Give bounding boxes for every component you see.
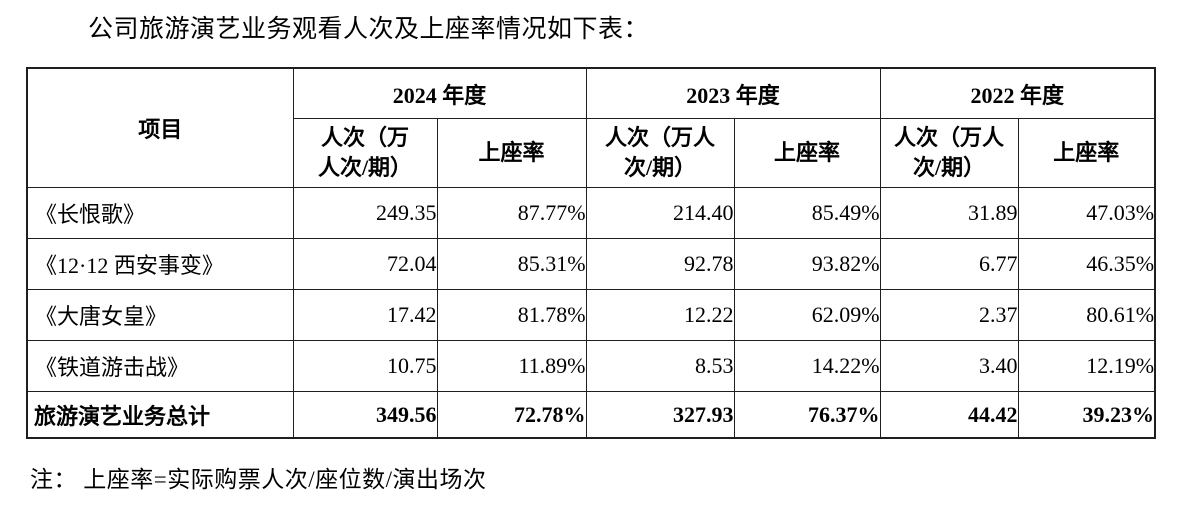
table-year-header-row: 项目 2024 年度 2023 年度 2022 年度 — [26, 67, 1156, 188]
row-label: 《大唐女皇》 — [26, 289, 294, 341]
visitors-header-2023: 人次（万人 次/期） — [585, 118, 735, 188]
cell-value: 72.04 — [292, 238, 438, 290]
footnote: 注： 上座率=实际购票人次/座位数/演出场次 — [30, 467, 487, 492]
cell-value: 214.40 — [585, 187, 735, 239]
visitors-header-2024: 人次（万 人次/期） — [292, 118, 438, 188]
total-cell-value: 44.42 — [879, 391, 1019, 439]
cell-value: 47.03% — [1017, 187, 1156, 239]
cell-value: 8.53 — [585, 340, 735, 392]
total-cell-value: 39.23% — [1017, 391, 1156, 439]
cell-value: 17.42 — [292, 289, 438, 341]
total-cell-value: 76.37% — [733, 391, 881, 439]
cell-value: 14.22% — [733, 340, 881, 392]
total-row-label: 旅游演艺业务总计 — [26, 391, 294, 439]
document-page: 公司旅游演艺业务观看人次及上座率情况如下表： 项目 2024 年度 2023 年… — [0, 15, 1182, 506]
table-row: 《长恨歌》 249.35 87.77% 214.40 85.49% 31.89 … — [26, 187, 1156, 239]
table-row: 《铁道游击战》 10.75 11.89% 8.53 14.22% 3.40 12… — [26, 340, 1156, 392]
row-label: 《12·12 西安事变》 — [26, 238, 294, 290]
table-row: 《12·12 西安事变》 72.04 85.31% 92.78 93.82% 6… — [26, 238, 1156, 290]
occupancy-header-2024: 上座率 — [436, 118, 587, 188]
occupancy-header-2022: 上座率 — [1017, 118, 1156, 188]
table-row: 《大唐女皇》 17.42 81.78% 12.22 62.09% 2.37 80… — [26, 289, 1156, 341]
year-header-2022: 2022 年度 — [879, 67, 1156, 119]
cell-value: 46.35% — [1017, 238, 1156, 290]
cell-value: 6.77 — [879, 238, 1019, 290]
cell-value: 11.89% — [436, 340, 587, 392]
cell-value: 3.40 — [879, 340, 1019, 392]
year-header-2023: 2023 年度 — [585, 67, 881, 119]
total-cell-value: 72.78% — [436, 391, 587, 439]
cell-value: 93.82% — [733, 238, 881, 290]
cell-value: 87.77% — [436, 187, 587, 239]
attendance-table: 项目 2024 年度 2023 年度 2022 年度 人次（万 人次/期） 上座… — [26, 67, 1157, 439]
cell-value: 31.89 — [879, 187, 1019, 239]
cell-value: 80.61% — [1017, 289, 1156, 341]
visitors-header-2022: 人次（万人 次/期） — [879, 118, 1019, 188]
cell-value: 2.37 — [879, 289, 1019, 341]
table-subheader-row: 人次（万 人次/期） 上座率 人次（万人 次/期） 上座率 人次（万人 次/期）… — [27, 118, 1156, 188]
cell-value: 249.35 — [292, 187, 438, 239]
total-cell-value: 349.56 — [292, 391, 438, 439]
cell-value: 81.78% — [436, 289, 587, 341]
occupancy-header-2023: 上座率 — [733, 118, 881, 188]
cell-value: 85.49% — [733, 187, 881, 239]
cell-value: 85.31% — [436, 238, 587, 290]
row-label: 《长恨歌》 — [26, 187, 294, 239]
cell-value: 12.19% — [1017, 340, 1156, 392]
row-label: 《铁道游击战》 — [26, 340, 294, 392]
year-header-2024: 2024 年度 — [292, 67, 587, 119]
table-total-row: 旅游演艺业务总计 349.56 72.78% 327.93 76.37% 44.… — [26, 391, 1156, 439]
cell-value: 62.09% — [733, 289, 881, 341]
cell-value: 12.22 — [585, 289, 735, 341]
page-title: 公司旅游演艺业务观看人次及上座率情况如下表： — [88, 16, 650, 43]
total-cell-value: 327.93 — [585, 391, 735, 439]
item-column-header: 项目 — [26, 67, 294, 188]
cell-value: 92.78 — [585, 238, 735, 290]
cell-value: 10.75 — [292, 340, 438, 392]
